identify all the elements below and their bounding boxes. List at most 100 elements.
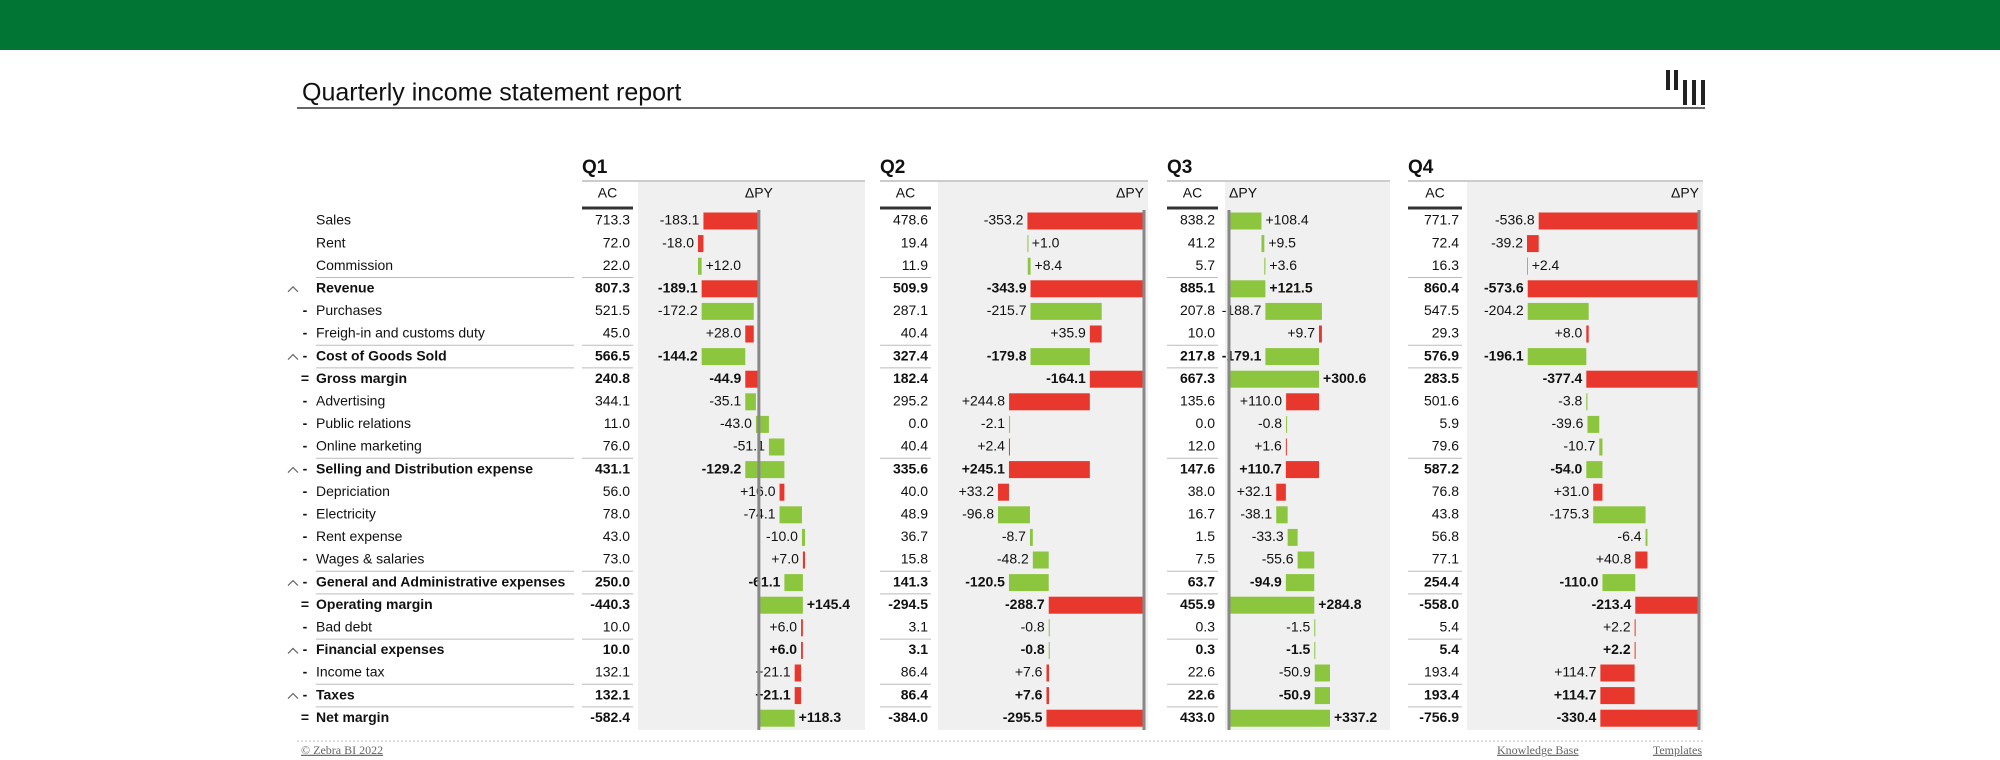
row-prefix: = xyxy=(301,709,309,725)
delta-bar xyxy=(784,574,803,592)
ac-value: 43.0 xyxy=(603,528,630,544)
ac-value: 36.7 xyxy=(901,528,928,544)
collapse-icon[interactable] xyxy=(287,285,299,293)
ac-value: 240.8 xyxy=(595,370,630,386)
delta-bar xyxy=(998,506,1030,524)
delta-label: -50.9 xyxy=(1279,686,1311,702)
ac-value: 38.0 xyxy=(1188,483,1215,499)
delta-bar xyxy=(1634,641,1636,659)
ac-value: 86.4 xyxy=(901,664,928,680)
row-label: Gross margin xyxy=(316,370,407,386)
collapse-icon[interactable] xyxy=(287,579,299,587)
delta-bar xyxy=(1008,438,1010,456)
ac-value: 135.6 xyxy=(1180,393,1215,409)
row-label: Rent expense xyxy=(316,528,403,544)
ac-value: 0.0 xyxy=(1196,415,1216,431)
delta-bar xyxy=(1319,325,1322,343)
delta-label: -55.6 xyxy=(1262,551,1294,567)
delta-bar xyxy=(794,664,802,682)
delta-label: -54.0 xyxy=(1550,460,1582,476)
delta-bar xyxy=(1229,596,1315,614)
collapse-icon[interactable] xyxy=(287,353,299,361)
delta-bar xyxy=(1029,528,1033,546)
delta-label: -39.2 xyxy=(1491,234,1523,250)
delta-bar xyxy=(1027,257,1031,275)
ac-value: 0.0 xyxy=(909,415,929,431)
delta-bar xyxy=(1285,438,1287,456)
ac-value: 885.1 xyxy=(1180,280,1215,296)
delta-bar xyxy=(1586,461,1603,479)
delta-label: -44.9 xyxy=(709,370,741,386)
row-label: General and Administrative expenses xyxy=(316,573,565,589)
ac-value: 5.7 xyxy=(1196,257,1216,273)
delta-label: +31.0 xyxy=(1554,483,1590,499)
delta-label: +110.7 xyxy=(1239,460,1282,476)
delta-bar xyxy=(1265,348,1320,366)
delta-bar xyxy=(1593,483,1603,501)
ac-value: 807.3 xyxy=(595,280,630,296)
delta-bar xyxy=(701,348,746,366)
delta-label: +7.6 xyxy=(1015,686,1043,702)
delta-label: -353.2 xyxy=(984,212,1024,228)
footer-link[interactable]: Templates xyxy=(1653,743,1702,757)
ac-value: -756.9 xyxy=(1419,709,1459,725)
delta-label: -10.0 xyxy=(766,528,798,544)
delta-bar xyxy=(801,619,803,637)
delta-label: +33.2 xyxy=(959,483,995,499)
delta-label: -6.4 xyxy=(1617,528,1641,544)
row-prefix: = xyxy=(301,370,309,386)
copyright: © Zebra BI 2022 xyxy=(301,743,383,757)
delta-bar xyxy=(1314,664,1330,682)
ac-value: 7.5 xyxy=(1196,551,1216,567)
collapse-icon[interactable] xyxy=(287,466,299,474)
ac-value: 587.2 xyxy=(1424,460,1459,476)
row-label: Public relations xyxy=(316,415,411,431)
delta-label: +244.8 xyxy=(962,393,1005,409)
ac-value: 16.3 xyxy=(1432,257,1459,273)
ac-value: 43.8 xyxy=(1432,506,1459,522)
delta-bar xyxy=(1264,257,1266,275)
ac-value: 283.5 xyxy=(1424,370,1459,386)
ac-value: 478.6 xyxy=(893,212,928,228)
delta-bar xyxy=(1527,348,1587,366)
ac-value: 72.0 xyxy=(603,234,630,250)
delta-header: ΔPY xyxy=(1116,185,1145,201)
delta-label: -343.9 xyxy=(987,280,1027,296)
delta-bar xyxy=(801,641,803,659)
delta-bar xyxy=(1600,687,1635,705)
delta-bar xyxy=(794,687,802,705)
delta-bar xyxy=(779,483,785,501)
collapse-icon[interactable] xyxy=(287,647,299,654)
ac-value: 295.2 xyxy=(893,393,928,409)
delta-label: -8.7 xyxy=(1002,528,1026,544)
delta-label: -120.5 xyxy=(965,573,1005,589)
ac-value: 19.4 xyxy=(901,234,928,250)
delta-label: -330.4 xyxy=(1557,709,1597,725)
ac-value: 22.6 xyxy=(1188,686,1215,702)
row-label: Depriciation xyxy=(316,483,390,499)
ac-header: AC xyxy=(1183,185,1202,201)
quarter-title: Q4 xyxy=(1408,157,1434,178)
footer-link[interactable]: Knowledge Base xyxy=(1497,743,1579,757)
delta-bar xyxy=(1027,235,1029,253)
report-title: Quarterly income statement report xyxy=(302,79,681,107)
ac-value: 193.4 xyxy=(1424,664,1459,680)
top-bar xyxy=(0,0,2000,50)
delta-bar xyxy=(1276,483,1286,501)
ac-value: 254.4 xyxy=(1424,573,1459,589)
delta-label: +8.0 xyxy=(1555,325,1583,341)
delta-bar xyxy=(1586,325,1589,343)
collapse-icon[interactable] xyxy=(287,692,299,700)
row-label: Operating margin xyxy=(316,596,433,612)
delta-label: -51.1 xyxy=(733,438,765,454)
row-label: Sales xyxy=(316,212,351,228)
row-label: Bad debt xyxy=(316,619,372,635)
delta-bar xyxy=(1032,551,1049,569)
ac-value: 40.0 xyxy=(901,483,928,499)
delta-bar xyxy=(1287,528,1298,546)
delta-label: -288.7 xyxy=(1005,596,1045,612)
delta-bar xyxy=(1261,235,1265,253)
ac-value: 287.1 xyxy=(893,302,928,318)
row-label: Taxes xyxy=(316,686,355,702)
